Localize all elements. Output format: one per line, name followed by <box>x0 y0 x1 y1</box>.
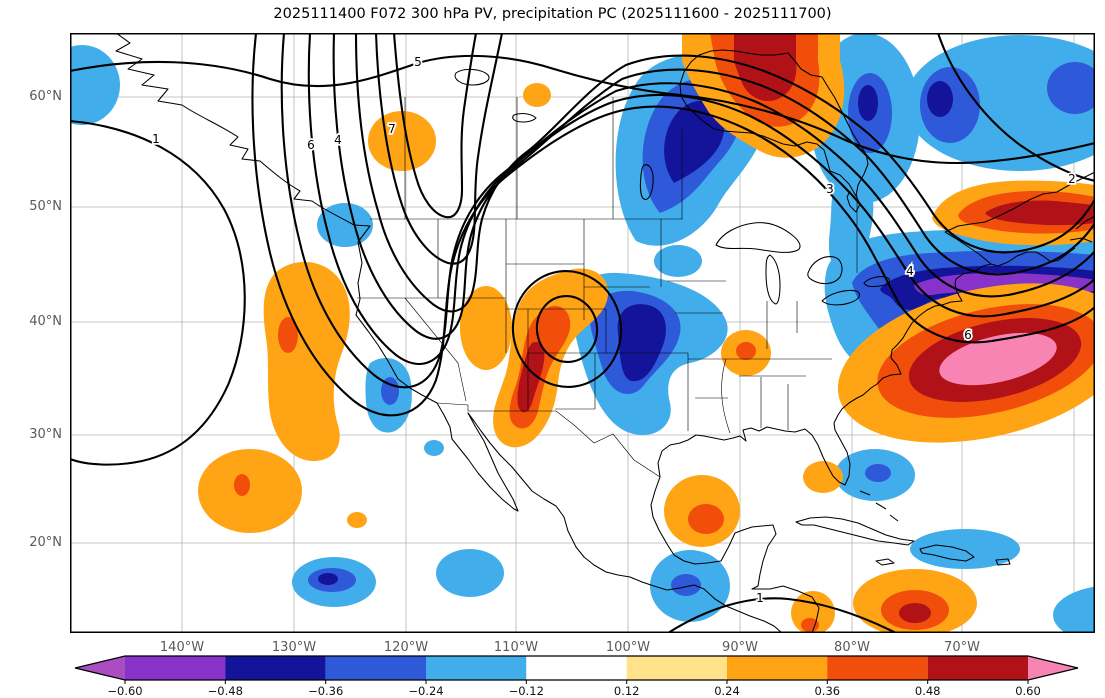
contour-label: 5 <box>414 55 422 69</box>
colorbar-tick-label: −0.48 <box>208 684 243 698</box>
shaded-region <box>381 377 399 405</box>
pv-contour <box>392 33 478 219</box>
lon-tick-120w: 120°W <box>383 640 429 655</box>
colorbar-tick-label: −0.36 <box>308 684 343 698</box>
colorbar-segment <box>727 656 828 680</box>
pv-contour <box>936 33 1095 183</box>
pv-contour <box>70 119 246 466</box>
pv-contour <box>354 33 1095 313</box>
pv-contour <box>332 33 1095 340</box>
shaded-region <box>910 529 1020 569</box>
lat-tick-30n: 30°N <box>29 427 62 442</box>
figure-title: 2025111400 F072 300 hPa PV, precipitatio… <box>273 6 832 22</box>
colorbar-tick-label: 0.24 <box>714 684 740 698</box>
colorbar-ticks <box>124 680 1029 684</box>
shaded-region <box>424 440 444 456</box>
shaded-region <box>234 474 250 496</box>
colorbar-tick-label: 0.60 <box>1015 684 1041 698</box>
shaded-region <box>617 304 666 382</box>
shaded-region <box>70 45 120 125</box>
shaded-region <box>671 574 701 596</box>
pv-contour <box>535 295 599 363</box>
shaded-region <box>858 85 878 121</box>
lat-tick-50n: 50°N <box>29 199 62 214</box>
contour-label: 6 <box>307 138 315 152</box>
colorbar-tick-label: −0.12 <box>509 684 544 698</box>
shaded-region <box>436 549 504 597</box>
map-plot: 5 1 6 4 7 2 3 4 6 1 <box>70 33 1095 633</box>
shaded-region <box>688 504 724 534</box>
lat-tick-40n: 40°N <box>29 314 62 329</box>
contour-label: 4 <box>906 264 914 278</box>
pv-contours <box>70 33 1095 633</box>
contour-label: 3 <box>826 182 834 196</box>
colorbar-segment <box>626 656 728 680</box>
shaded-region <box>927 81 953 117</box>
shaded-region <box>664 100 725 183</box>
colorbar-tick-label: −0.24 <box>408 684 443 698</box>
lat-tick-20n: 20°N <box>29 535 62 550</box>
shaded-region <box>198 449 302 533</box>
shaded-region <box>318 573 338 585</box>
shaded-region <box>899 603 931 623</box>
shaded-region <box>278 317 298 353</box>
shaded-region <box>517 341 545 413</box>
shaded-region <box>317 203 373 247</box>
shaded-region <box>347 512 367 528</box>
colorbar-segment <box>426 656 527 680</box>
lon-tick-80w: 80°W <box>834 640 870 655</box>
colorbar: −0.60 −0.48 −0.36 −0.24 −0.12 0.12 0.24 … <box>0 650 1105 698</box>
shaded-region <box>263 261 350 461</box>
shaded-region <box>523 83 551 107</box>
lon-tick-110w: 110°W <box>493 640 539 655</box>
lon-tick-90w: 90°W <box>722 640 758 655</box>
colorbar-tick-label: 0.48 <box>915 684 941 698</box>
colorbar-segment <box>526 656 627 680</box>
lon-tick-100w: 100°W <box>605 640 651 655</box>
colorbar-segment <box>927 656 1029 680</box>
shaded-region <box>985 200 1095 226</box>
colorbar-arrow-left <box>75 656 125 680</box>
pv-contour <box>70 54 1095 165</box>
shaded-region <box>1047 62 1095 114</box>
shaded-region <box>736 342 756 360</box>
shaded-region <box>734 33 797 102</box>
shaded-region <box>865 464 891 482</box>
contour-label: 1 <box>756 591 764 605</box>
colorbar-arrow-right <box>1028 656 1078 680</box>
map-canvas: 5 1 6 4 7 2 3 4 6 1 <box>70 33 1095 633</box>
shaded-region <box>654 245 702 277</box>
pv-contour <box>374 33 504 265</box>
contour-label: 7 <box>388 122 396 136</box>
colorbar-segment <box>827 656 928 680</box>
pv-contour <box>511 270 623 388</box>
colorbar-tick-label: 0.12 <box>614 684 640 698</box>
lat-tick-60n: 60°N <box>29 89 62 104</box>
coastlines <box>115 33 1095 633</box>
pv-contour <box>666 597 898 633</box>
contour-label: 4 <box>334 133 342 147</box>
contour-label: 2 <box>1068 172 1076 186</box>
colorbar-segment <box>325 656 427 680</box>
shaded-region <box>460 286 512 370</box>
colorbar-segment <box>125 656 226 680</box>
shaded-region <box>1053 586 1095 633</box>
contour-label: 6 <box>964 328 972 342</box>
shaded-region <box>801 618 819 632</box>
plot-border <box>70 33 1095 633</box>
lon-tick-140w: 140°W <box>159 640 205 655</box>
colorbar-tick-label: −0.60 <box>107 684 142 698</box>
lon-tick-70w: 70°W <box>944 640 980 655</box>
contour-labels: 5 1 6 4 7 2 3 4 6 1 <box>150 53 1077 607</box>
shaded-region <box>939 332 1057 386</box>
shaded-positive-regions <box>198 33 1095 633</box>
colorbar-tick-label: 0.36 <box>814 684 840 698</box>
colorbar-segment <box>225 656 326 680</box>
pv-contour <box>251 33 1095 417</box>
contour-label: 1 <box>152 132 160 146</box>
shaded-region <box>803 461 843 493</box>
lon-tick-130w: 130°W <box>271 640 317 655</box>
shaded-region <box>368 111 436 171</box>
